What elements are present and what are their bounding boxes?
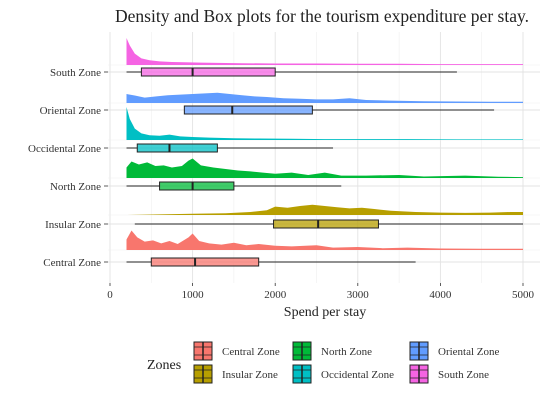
box-insular-zone [273,219,379,229]
y-tick-label-occidental-zone: Occidental Zone [28,143,101,155]
y-tick-label-central-zone: Central Zone [43,257,101,269]
density-oriental-zone [126,92,523,103]
box-occidental-zone [136,143,218,153]
density-north-zone [126,158,523,178]
x-tick-label: 0 [107,289,113,301]
x-tick-label: 4000 [429,289,452,301]
legend-item-oriental-zone[interactable]: Oriental Zone [409,341,500,361]
axes-layer: Central Zone Insular Zone North Zone Occide… [28,67,535,301]
series-layer [126,38,523,267]
x-tick-label: 1000 [182,289,205,301]
chart-title: Density and Box plots for the tourism ex… [115,6,529,26]
box-central-zone [150,257,260,267]
legend-item-insular-zone[interactable]: Insular Zone [193,364,278,384]
x-tick-label: 5000 [512,289,535,301]
legend-title: Zones [147,358,181,373]
legend-label-occidental-zone: Occidental Zone [321,369,394,381]
legend-item-occidental-zone[interactable]: Occidental Zone [292,364,394,384]
box-north-zone [159,181,235,191]
legend: Zones Central Zone Insular Zone North Zone… [147,341,500,384]
legend-label-oriental-zone: Oriental Zone [438,346,500,358]
density-insular-zone [126,204,523,215]
legend-label-south-zone: South Zone [438,369,489,381]
density-central-zone [126,230,523,250]
x-axis-label: Spend per stay [284,305,366,320]
x-tick-label: 2000 [264,289,287,301]
density-south-zone [126,38,523,65]
y-tick-label-north-zone: North Zone [50,181,101,193]
y-tick-label-oriental-zone: Oriental Zone [40,105,102,117]
box-oriental-zone [183,105,313,115]
density-occidental-zone [126,107,523,140]
box-south-zone [140,67,276,77]
legend-item-south-zone[interactable]: South Zone [409,364,489,384]
y-tick-label-south-zone: South Zone [50,67,101,79]
legend-item-central-zone[interactable]: Central Zone [193,341,280,361]
legend-label-insular-zone: Insular Zone [222,369,278,381]
x-tick-label: 3000 [347,289,370,301]
legend-item-north-zone[interactable]: North Zone [292,341,372,361]
legend-label-north-zone: North Zone [321,346,372,358]
legend-label-central-zone: Central Zone [222,346,280,358]
y-tick-label-insular-zone: Insular Zone [45,219,101,231]
